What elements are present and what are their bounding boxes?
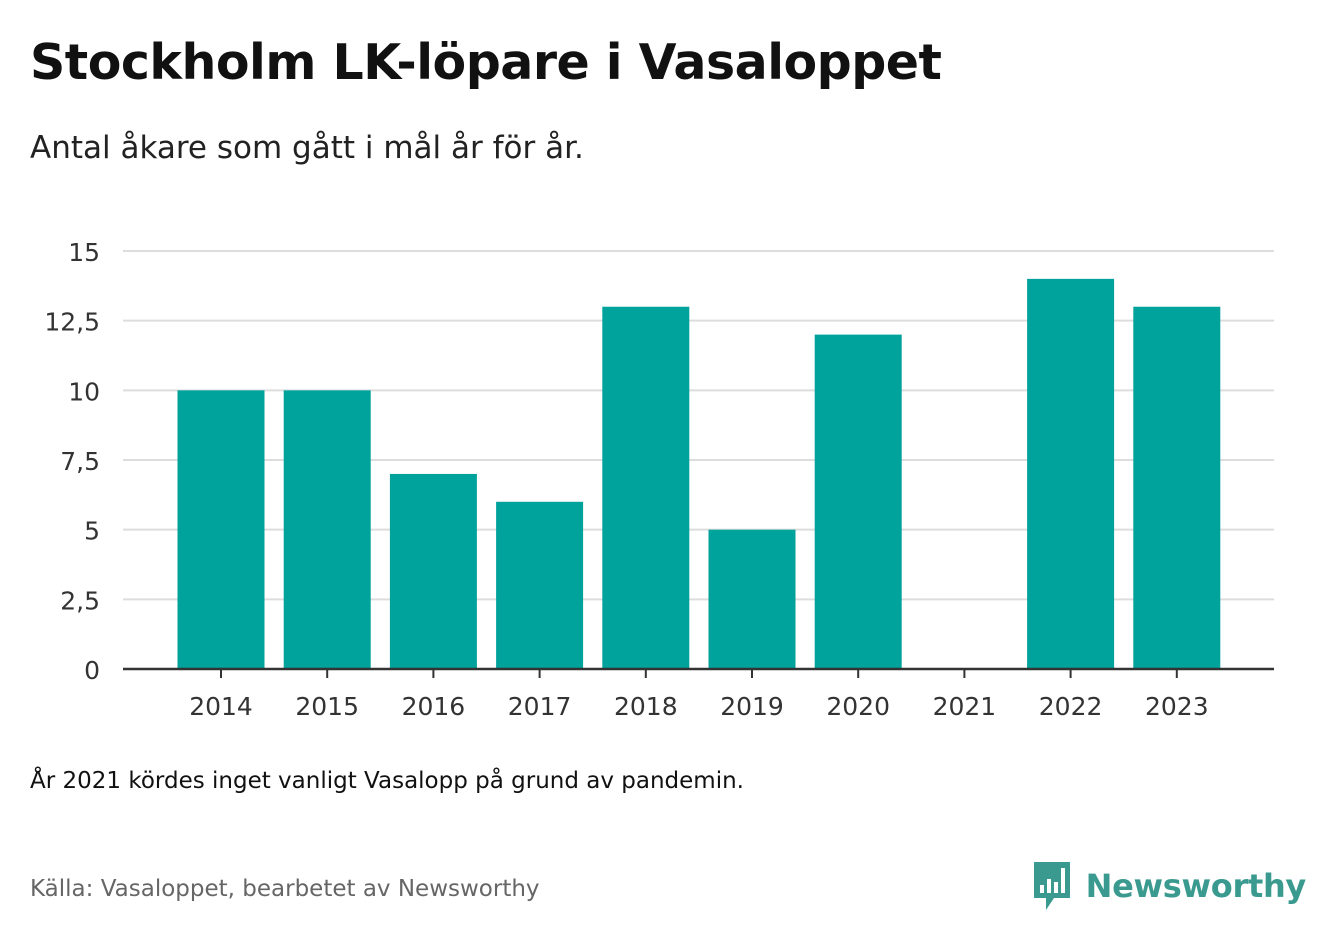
x-tick-label: 2020: [826, 692, 890, 721]
x-tick-label: 2023: [1145, 692, 1209, 721]
bar-2023: [1133, 306, 1221, 669]
chart-note: År 2021 kördes inget vanligt Vasalopp på…: [30, 768, 744, 794]
x-tick-label: 2021: [933, 692, 997, 721]
bar-2020: [814, 334, 902, 669]
x-tick-label: 2016: [402, 692, 466, 721]
x-tick-label: 2022: [1039, 692, 1103, 721]
newsworthy-logo-icon: [1033, 862, 1070, 910]
y-tick-label: 5: [84, 517, 100, 546]
y-tick-label: 7,5: [60, 447, 100, 476]
bar-2019: [708, 529, 796, 669]
bar-2017: [496, 501, 584, 669]
x-tick-label: 2015: [295, 692, 359, 721]
brand-name: Newsworthy: [1085, 867, 1307, 905]
chart-subtitle: Antal åkare som gått i mål år för år.: [30, 130, 584, 166]
x-axis-ticks: 2014 2015 2016 2017 2018 2019 2020 2021 2022 2023: [189, 669, 1209, 721]
bar-2015: [283, 390, 371, 669]
bars: [177, 278, 1221, 669]
y-tick-label: 10: [68, 377, 100, 406]
y-tick-label: 15: [68, 238, 100, 267]
bar-2016: [389, 473, 477, 669]
y-tick-label: 0: [84, 656, 100, 685]
chart-title: Stockholm LK-löpare i Vasaloppet: [30, 34, 942, 91]
x-tick-label: 2018: [614, 692, 678, 721]
x-tick-label: 2017: [508, 692, 572, 721]
x-tick-label: 2014: [189, 692, 253, 721]
source-text: Källa: Vasaloppet, bearbetet av Newswort…: [30, 876, 540, 902]
brand-logo[interactable]: Newsworthy: [1032, 860, 1306, 912]
bar-2014: [177, 390, 265, 669]
bar-2022: [1027, 278, 1115, 669]
y-tick-label: 12,5: [44, 308, 100, 337]
x-tick-label: 2019: [720, 692, 784, 721]
y-tick-label: 2,5: [60, 586, 100, 615]
y-axis-ticks: 0 2,5 5 7,5 10 12,5 15: [44, 238, 100, 685]
bar-2018: [602, 306, 690, 669]
